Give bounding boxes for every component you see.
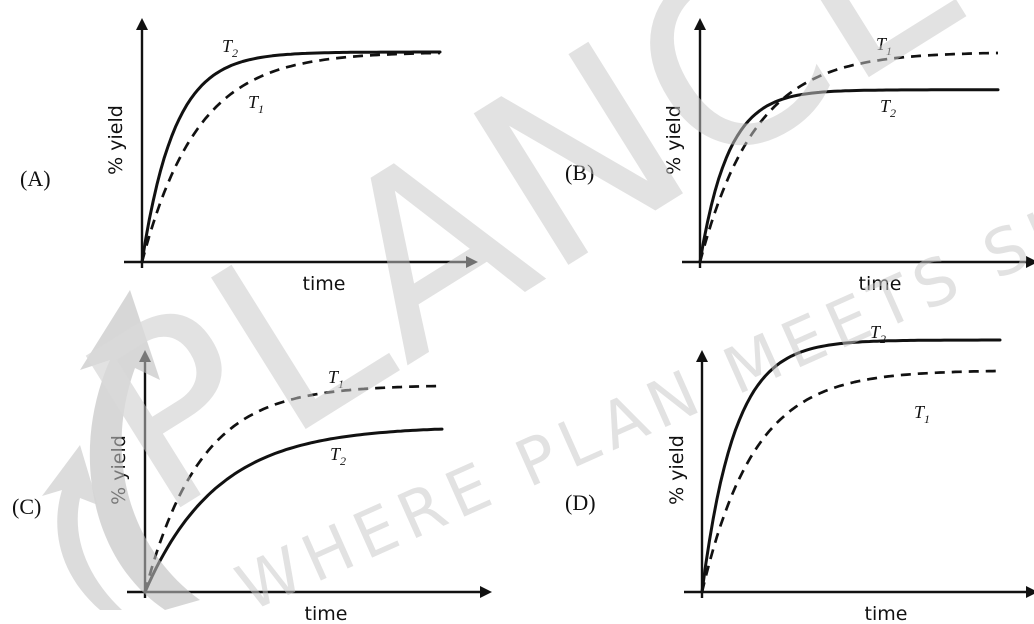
- watermark-swoosh-arrow: [80, 290, 200, 610]
- series-label-t2: T2: [880, 96, 896, 120]
- x-axis-label: time: [859, 273, 902, 295]
- series-label-t2: T2: [222, 36, 238, 60]
- series-line-t2: [698, 88, 1000, 264]
- series-line-t2: [140, 50, 442, 264]
- panel-label: (D): [565, 490, 596, 515]
- series-label-t2: T2: [870, 322, 886, 346]
- series-line-t1: [143, 384, 443, 593]
- panel-a: T2 T1 % yield time (A): [20, 18, 478, 295]
- series-label-t1: T1: [914, 402, 930, 426]
- watermark-swoosh-small: [42, 445, 122, 610]
- series-label-t1: T1: [328, 367, 344, 391]
- panel-label: (A): [20, 166, 51, 191]
- series-line-t1: [140, 51, 440, 263]
- panel-label: (B): [565, 160, 594, 185]
- y-axis-label: % yield: [663, 105, 685, 175]
- series-line-t2: [143, 427, 444, 594]
- x-axis-label: time: [305, 603, 348, 624]
- x-axis-label: time: [865, 603, 908, 624]
- y-axis-label: % yield: [105, 105, 127, 175]
- x-axis-label: time: [303, 273, 346, 295]
- series-label-t1: T1: [248, 92, 264, 116]
- panel-b: T1 T2 % yield time (B): [565, 18, 1034, 295]
- watermark: PLANCESS WHERE PLAN MEETS SUCCESS: [40, 0, 1034, 624]
- y-axis-label: % yield: [666, 435, 688, 505]
- panel-label: (C): [12, 494, 41, 519]
- series-line-t1: [700, 369, 1000, 593]
- series-label-t2: T2: [330, 444, 346, 468]
- series-line-t2: [700, 338, 1002, 594]
- series-line-t1: [698, 51, 998, 263]
- series-label-t1: T1: [876, 34, 892, 58]
- panel-d: T2 T1 % yield time (D): [565, 322, 1034, 624]
